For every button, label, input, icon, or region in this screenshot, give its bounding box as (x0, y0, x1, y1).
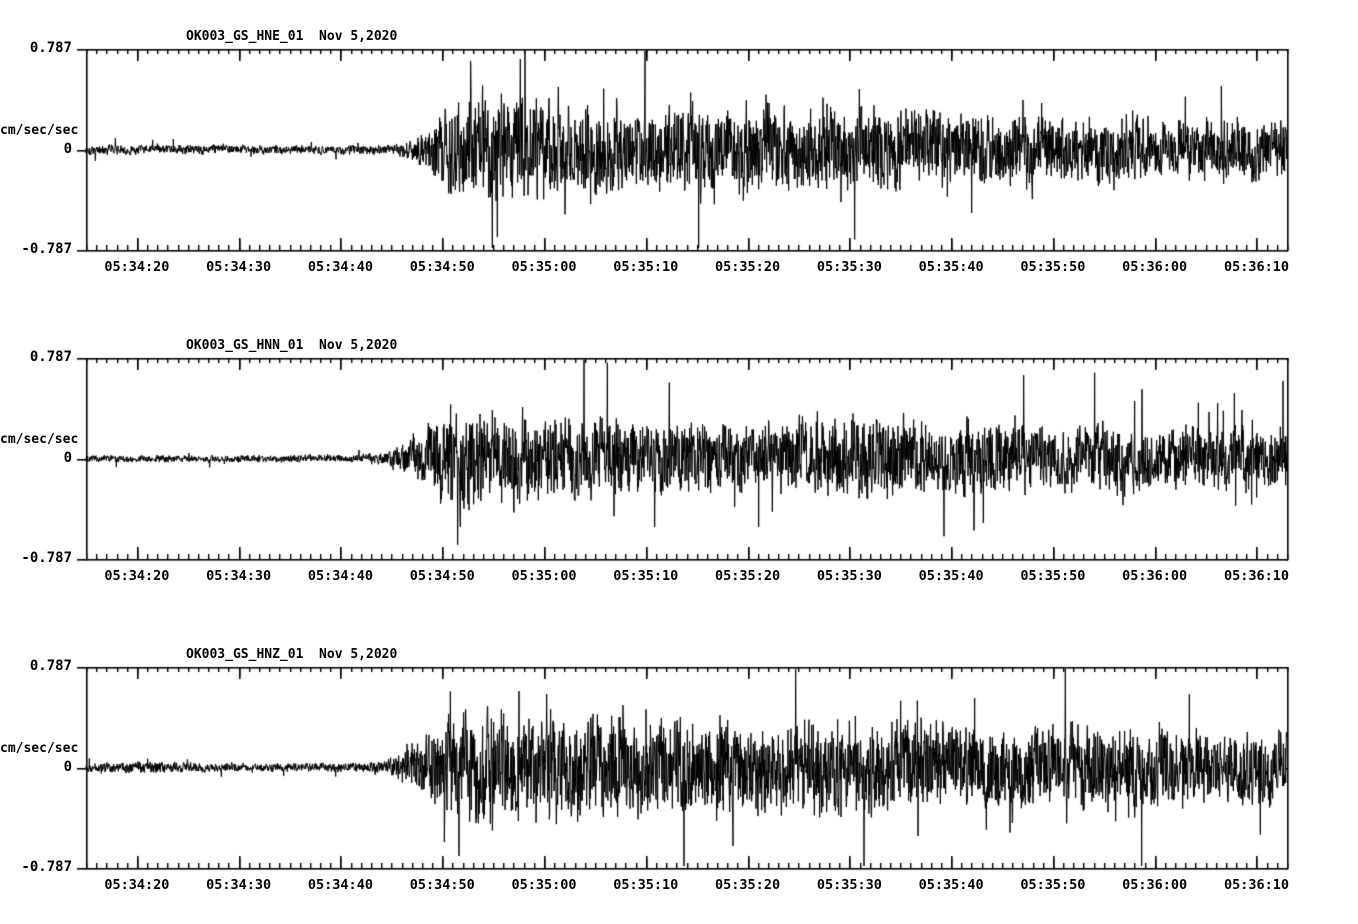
x-tick-label-hnz-10: 05:36:00 (1122, 877, 1188, 893)
x-tick-label-hnz-3: 05:34:50 (409, 877, 475, 893)
panel-title-hnz: OK003_GS_HNZ_01 Nov 5,2020 (186, 647, 398, 662)
x-tick-label-hnz-9: 05:35:50 (1020, 877, 1086, 893)
x-tick-label-hnz-4: 05:35:00 (511, 877, 577, 893)
y-tick-label-hnz-2: -0.787 (21, 859, 72, 875)
y-tick-label-hnz-0: 0.787 (29, 658, 72, 674)
x-tick-label-hnz-6: 05:35:20 (715, 877, 781, 893)
x-tick-label-hnz-11: 05:36:10 (1223, 877, 1289, 893)
y-axis-units-hnz: cm/sec/sec (0, 740, 79, 756)
x-tick-label-hnz-7: 05:35:30 (816, 877, 882, 893)
x-tick-label-hnz-5: 05:35:10 (613, 877, 679, 893)
x-tick-label-hnz-8: 05:35:40 (918, 877, 984, 893)
x-tick-label-hnz-2: 05:34:40 (307, 877, 373, 893)
y-tick-label-hnz-1: 0 (63, 758, 72, 775)
x-tick-label-hnz-1: 05:34:30 (206, 877, 272, 893)
x-tick-label-hnz-0: 05:34:20 (104, 877, 170, 893)
